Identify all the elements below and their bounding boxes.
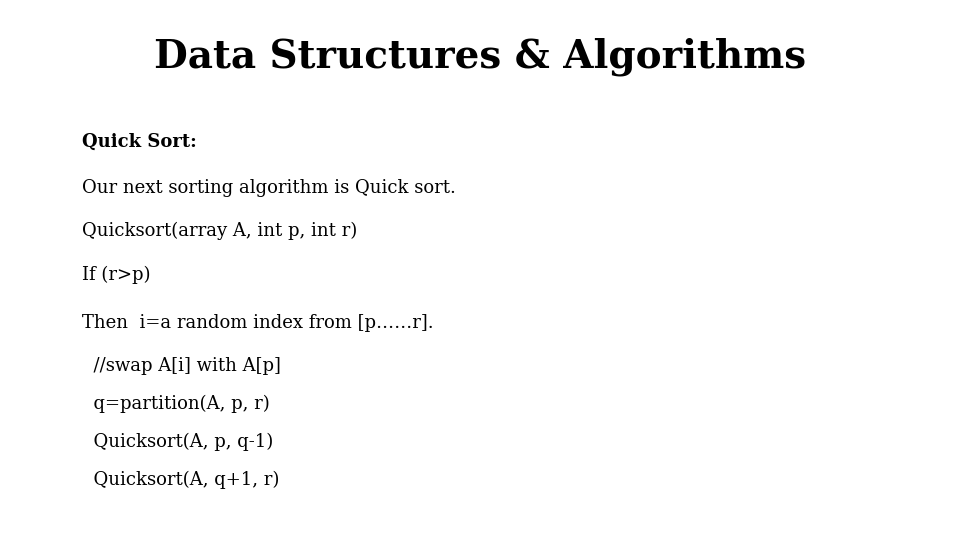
- Text: //swap A[i] with A[p]: //swap A[i] with A[p]: [82, 357, 280, 375]
- Text: If (r>p): If (r>p): [82, 265, 150, 284]
- Text: Quicksort(A, q+1, r): Quicksort(A, q+1, r): [82, 470, 279, 489]
- Text: Then  i=a random index from [p……r].: Then i=a random index from [p……r].: [82, 314, 433, 332]
- Text: Quicksort(array A, int p, int r): Quicksort(array A, int p, int r): [82, 222, 357, 240]
- Text: Our next sorting algorithm is Quick sort.: Our next sorting algorithm is Quick sort…: [82, 179, 455, 197]
- Text: Quicksort(A, p, q-1): Quicksort(A, p, q-1): [82, 433, 273, 451]
- Text: q=partition(A, p, r): q=partition(A, p, r): [82, 395, 270, 413]
- Text: Data Structures & Algorithms: Data Structures & Algorithms: [154, 38, 806, 76]
- Text: Quick Sort:: Quick Sort:: [82, 133, 197, 151]
